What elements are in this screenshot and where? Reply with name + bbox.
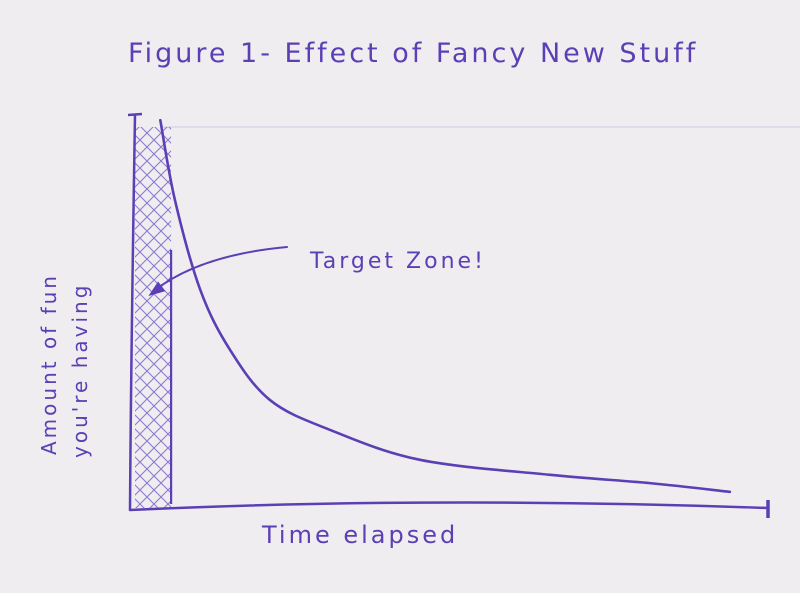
arrow-head	[148, 281, 166, 297]
annotation-arrow	[148, 246, 288, 297]
target-zone-hatch	[135, 127, 172, 508]
x-axis-label: Time elapsed	[261, 521, 458, 549]
x-axis-line	[128, 501, 770, 512]
annotation-label: Target Zone!	[309, 249, 486, 274]
y-axis-label-line1: Amount of fun	[37, 273, 61, 455]
y-axis-label-line2: you're having	[68, 283, 92, 458]
axes	[127, 112, 770, 518]
fun-curve	[159, 118, 732, 494]
chart-title: Figure 1- Effect of Fancy New Stuff	[128, 38, 698, 69]
arrow-shaft	[153, 246, 288, 292]
y-axis-tick-top	[127, 112, 143, 117]
target-zone	[135, 127, 173, 508]
y-axis-line	[128, 113, 137, 512]
